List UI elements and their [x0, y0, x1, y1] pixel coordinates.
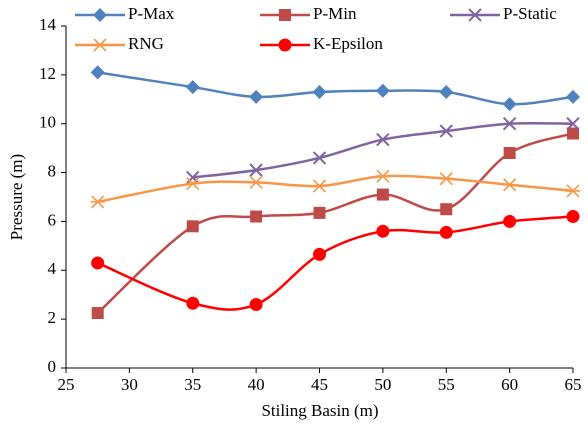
data-point — [502, 117, 517, 131]
data-point — [566, 89, 580, 104]
data-point — [376, 188, 389, 201]
x-tick-label: 50 — [374, 375, 391, 394]
data-point — [249, 89, 264, 104]
y-tick-label: 2 — [48, 308, 57, 327]
data-point — [375, 83, 390, 98]
data-point — [502, 97, 517, 112]
x-tick-label: 55 — [438, 375, 455, 394]
x-tick-label: 40 — [248, 375, 265, 394]
series-line — [97, 215, 574, 311]
x-tick-label: 25 — [58, 375, 75, 394]
data-point — [185, 80, 200, 95]
data-point — [566, 210, 580, 224]
data-point — [90, 65, 105, 80]
data-point — [185, 176, 200, 191]
data-point — [249, 163, 263, 177]
legend-marker — [278, 38, 292, 52]
data-point — [312, 151, 327, 165]
data-point — [439, 124, 453, 138]
x-tick-label: 35 — [184, 375, 201, 394]
x-tick-label: 65 — [565, 375, 582, 394]
data-point — [312, 179, 327, 193]
y-tick-label: 14 — [39, 15, 57, 34]
y-tick-label: 8 — [48, 161, 57, 180]
data-point — [186, 220, 199, 233]
legend-label: P-Max — [128, 4, 175, 23]
data-point — [503, 214, 517, 228]
y-tick-label: 10 — [39, 113, 56, 132]
series-line — [97, 174, 574, 204]
data-point — [91, 256, 105, 270]
data-point — [375, 169, 390, 183]
data-point — [90, 195, 105, 209]
data-point — [439, 172, 454, 186]
legend-label: P-Min — [313, 4, 357, 23]
legend-marker — [279, 9, 291, 21]
data-point — [313, 247, 326, 261]
data-point — [312, 84, 327, 99]
data-point — [91, 307, 104, 320]
legend-marker — [468, 8, 482, 22]
x-tick-label: 60 — [501, 375, 518, 394]
data-point — [249, 297, 263, 311]
y-axis-label: Pressure (m) — [7, 154, 26, 240]
legend-label: P-Static — [503, 4, 557, 23]
data-point — [186, 170, 200, 185]
x-tick-label: 30 — [121, 375, 138, 394]
x-tick-label: 45 — [311, 375, 328, 394]
data-point — [439, 84, 454, 99]
x-axis-label: Stiling Basin (m) — [261, 401, 378, 420]
legend-marker — [93, 38, 107, 52]
data-point — [503, 147, 516, 160]
y-tick-label: 4 — [48, 259, 57, 278]
data-point — [566, 117, 580, 131]
data-point — [376, 132, 390, 147]
data-point — [566, 184, 580, 198]
legend-marker — [93, 8, 107, 22]
data-point — [567, 127, 579, 140]
data-point — [250, 210, 263, 223]
legend-label: K-Epsilon — [313, 34, 383, 53]
data-point — [440, 203, 453, 216]
data-point — [439, 225, 453, 239]
y-tick-label: 12 — [39, 64, 56, 83]
data-point — [376, 224, 390, 238]
data-point — [249, 175, 264, 189]
data-point — [502, 178, 517, 192]
legend-label: RNG — [128, 34, 164, 53]
series-line — [97, 71, 574, 106]
y-tick-label: 0 — [48, 357, 57, 376]
y-tick-label: 6 — [48, 210, 57, 229]
data-point — [186, 296, 200, 310]
data-point — [313, 206, 326, 219]
